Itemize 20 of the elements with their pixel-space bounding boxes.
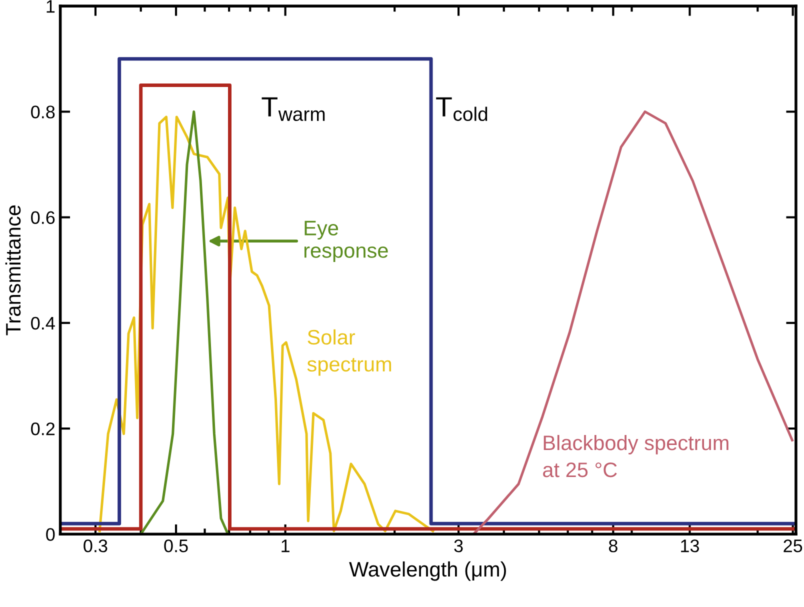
y-tick-label: 0.2 [31,422,55,436]
series-label: Solar spectrum [307,329,392,376]
series-label: T$_{cold}$ [436,97,488,122]
x-tick-label: 1 [282,540,290,552]
series-label: T$_{warm}$ [262,97,325,122]
series-label: Blackbody spectrum at 25 °C [543,434,728,478]
y-axis-title: Transmittance [5,205,21,336]
x-axis-title: Wavelength (μm) [349,561,506,581]
x-tick-label: 3 [454,540,463,552]
y-tick-label: 0.4 [31,316,55,330]
x-tick-label: 0.5 [164,540,188,552]
y-tick-label: 0.6 [31,211,55,224]
y-tick-label: 0.8 [31,106,55,118]
x-tick-label: 13 [681,540,699,552]
y-tick-label: 1 [46,0,55,13]
annotation: Eye response [304,220,388,262]
x-tick-label: 0.3 [84,540,108,552]
x-tick-label: 25 [784,540,802,552]
x-tick-label: 8 [608,540,618,552]
y-tick-label: 0 [46,528,55,541]
